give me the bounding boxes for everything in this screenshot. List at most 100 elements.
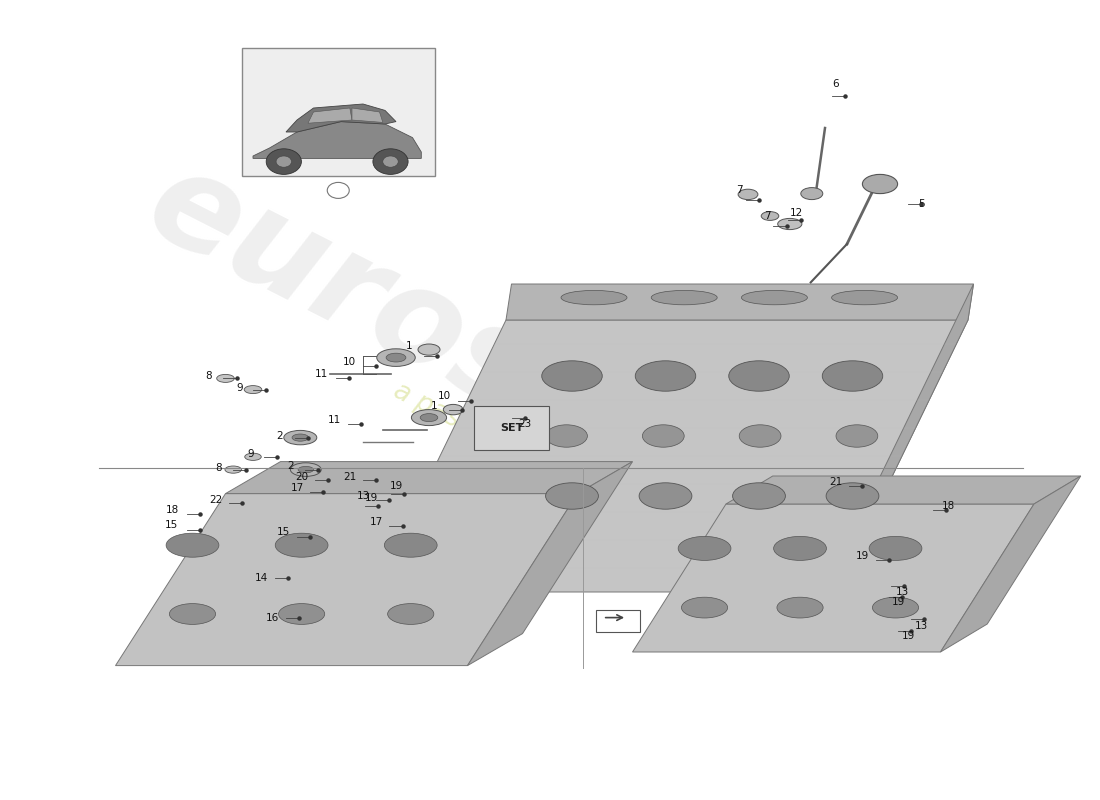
Ellipse shape <box>862 174 898 194</box>
Text: 1: 1 <box>406 342 412 351</box>
Ellipse shape <box>678 536 730 560</box>
Text: 14: 14 <box>255 573 268 582</box>
Circle shape <box>383 156 398 167</box>
Text: 11: 11 <box>315 369 328 378</box>
Text: 7: 7 <box>736 186 743 195</box>
Ellipse shape <box>293 434 308 442</box>
Text: 2: 2 <box>276 431 283 441</box>
Text: 22: 22 <box>209 495 222 505</box>
Ellipse shape <box>224 466 242 474</box>
Circle shape <box>276 156 292 167</box>
Ellipse shape <box>546 425 587 447</box>
Ellipse shape <box>823 361 882 391</box>
Text: 17: 17 <box>370 517 383 526</box>
Polygon shape <box>468 462 632 666</box>
Ellipse shape <box>639 482 692 509</box>
Text: 11: 11 <box>328 415 341 425</box>
FancyBboxPatch shape <box>473 406 550 450</box>
Text: 10: 10 <box>343 357 356 366</box>
Ellipse shape <box>832 290 898 305</box>
Ellipse shape <box>642 425 684 447</box>
Ellipse shape <box>739 425 781 447</box>
Ellipse shape <box>418 344 440 355</box>
Bar <box>596 610 640 632</box>
Ellipse shape <box>761 211 779 220</box>
Text: 15: 15 <box>165 520 178 530</box>
Polygon shape <box>940 476 1080 652</box>
Ellipse shape <box>651 290 717 305</box>
Ellipse shape <box>420 414 438 422</box>
Text: 8: 8 <box>206 371 212 381</box>
Polygon shape <box>253 122 421 158</box>
Ellipse shape <box>728 361 790 391</box>
Polygon shape <box>632 504 1034 652</box>
Ellipse shape <box>244 453 262 461</box>
Text: 5: 5 <box>918 199 925 209</box>
Text: 2: 2 <box>287 462 294 471</box>
Text: 13: 13 <box>915 621 928 630</box>
Circle shape <box>373 149 408 174</box>
Text: 20: 20 <box>295 472 308 482</box>
Ellipse shape <box>636 361 695 391</box>
Polygon shape <box>374 320 968 592</box>
Text: 19: 19 <box>365 494 378 503</box>
Ellipse shape <box>244 386 262 394</box>
Ellipse shape <box>801 188 823 200</box>
Polygon shape <box>226 462 632 494</box>
Ellipse shape <box>384 533 437 557</box>
Ellipse shape <box>443 405 463 414</box>
Ellipse shape <box>773 536 826 560</box>
Text: 21: 21 <box>829 477 843 486</box>
Text: 10: 10 <box>438 391 451 401</box>
Ellipse shape <box>169 603 216 624</box>
Ellipse shape <box>387 603 433 624</box>
Ellipse shape <box>290 462 321 477</box>
Ellipse shape <box>738 189 758 200</box>
Ellipse shape <box>872 597 918 618</box>
Text: 9: 9 <box>248 450 254 459</box>
Polygon shape <box>726 476 1080 504</box>
Ellipse shape <box>681 597 728 618</box>
Text: 17: 17 <box>290 483 304 493</box>
Text: 19: 19 <box>892 597 905 606</box>
Ellipse shape <box>546 482 598 509</box>
Polygon shape <box>116 494 578 666</box>
Ellipse shape <box>217 374 234 382</box>
Text: 9: 9 <box>236 383 243 393</box>
Circle shape <box>266 149 301 174</box>
Text: 23: 23 <box>518 419 531 429</box>
Text: 16: 16 <box>266 613 279 622</box>
Ellipse shape <box>376 349 416 366</box>
Polygon shape <box>352 108 383 122</box>
Text: 15: 15 <box>277 527 290 537</box>
Bar <box>242 48 434 176</box>
Ellipse shape <box>561 290 627 305</box>
Text: 19: 19 <box>856 551 869 561</box>
Ellipse shape <box>166 533 219 557</box>
Ellipse shape <box>836 425 878 447</box>
Ellipse shape <box>284 430 317 445</box>
Text: 21: 21 <box>343 472 356 482</box>
Text: SET: SET <box>499 423 524 433</box>
Ellipse shape <box>869 536 922 560</box>
Ellipse shape <box>826 482 879 509</box>
Text: 8: 8 <box>216 463 222 473</box>
Ellipse shape <box>298 466 314 473</box>
Ellipse shape <box>541 361 603 391</box>
Polygon shape <box>286 104 396 132</box>
Text: eurospares: eurospares <box>128 138 928 630</box>
Ellipse shape <box>386 354 406 362</box>
Polygon shape <box>836 284 974 592</box>
Ellipse shape <box>777 597 823 618</box>
Text: 13: 13 <box>895 587 909 597</box>
Text: 7: 7 <box>764 211 771 221</box>
Ellipse shape <box>733 482 785 509</box>
Text: 12: 12 <box>790 208 803 218</box>
Text: 13: 13 <box>356 491 370 501</box>
Text: 1: 1 <box>431 401 438 410</box>
Polygon shape <box>308 108 352 123</box>
Text: 18: 18 <box>166 506 179 515</box>
Text: a passion for parts since 1985: a passion for parts since 1985 <box>388 378 756 582</box>
Ellipse shape <box>778 218 802 230</box>
Ellipse shape <box>275 533 328 557</box>
